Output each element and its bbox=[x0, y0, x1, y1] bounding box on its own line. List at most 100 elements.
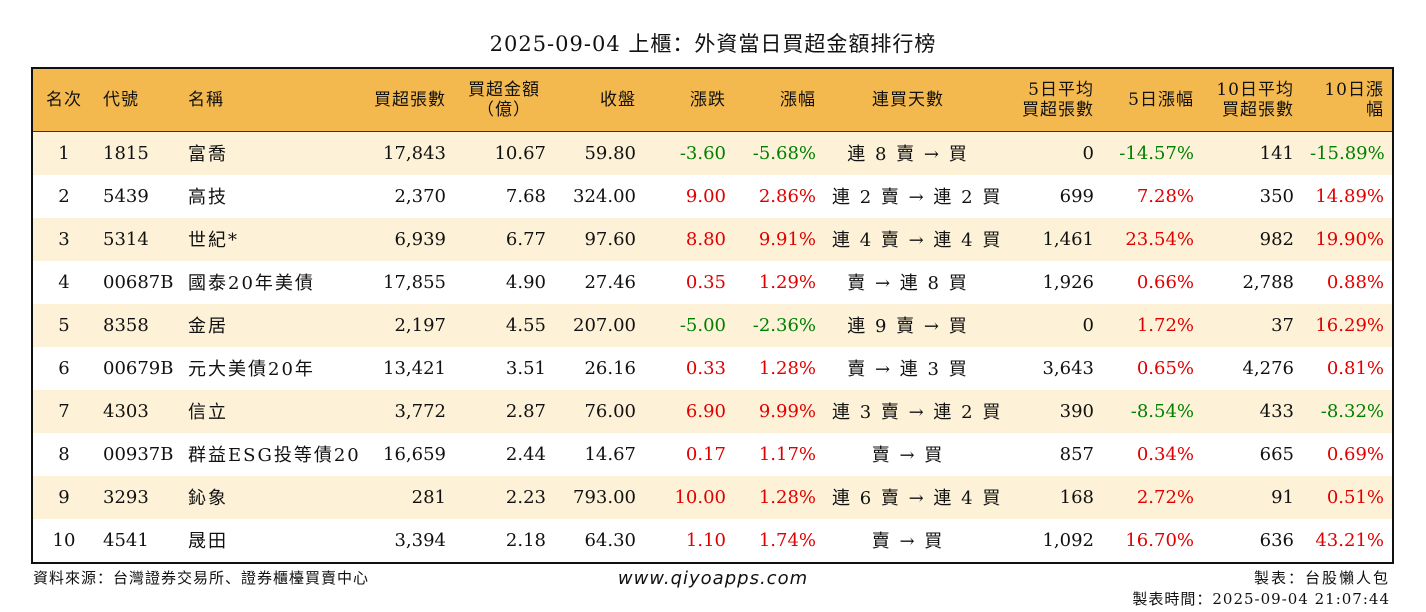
net-shares-cell: 17,843 bbox=[383, 142, 446, 164]
table-row: 7 4303 信立 3,772 2.87 76.00 6.90 9.99% 連 3 賣 → 連 … bbox=[33, 389, 1392, 433]
streak-cell: 連 4 賣 → 連 4 買 bbox=[832, 230, 1003, 251]
name-cell: 元大美債20年 bbox=[188, 359, 315, 380]
header-avg5: 5日平均 買超張數 bbox=[992, 69, 1102, 132]
rank-cell: 7 bbox=[58, 400, 70, 422]
avg5-cell: 0 bbox=[1082, 142, 1094, 164]
pct-cell: -2.36% bbox=[752, 314, 816, 336]
code-cell: 4541 bbox=[103, 529, 149, 551]
header-close: 收盤 bbox=[554, 69, 644, 132]
rank-cell: 6 bbox=[58, 357, 70, 379]
table-row: 5 8358 金居 2,197 4.55 207.00 -5.00 -2.36% 連 9 賣 →… bbox=[33, 303, 1392, 347]
change-cell: 10.00 bbox=[674, 486, 726, 508]
net-amount-cell: 2.18 bbox=[505, 529, 546, 551]
avg5-cell: 1,461 bbox=[1042, 228, 1094, 250]
pct10-cell: -8.32% bbox=[1320, 400, 1384, 422]
streak-cell: 賣 → 連 8 買 bbox=[847, 273, 969, 294]
rank-cell: 5 bbox=[58, 314, 70, 336]
name-cell: 高技 bbox=[188, 187, 228, 208]
net-shares-cell: 16,659 bbox=[383, 443, 446, 465]
code-cell: 5439 bbox=[103, 185, 149, 207]
net-amount-cell: 7.68 bbox=[505, 185, 546, 207]
website-link[interactable]: www.qiyoapps.com bbox=[617, 568, 809, 589]
pct-cell: 1.17% bbox=[758, 443, 816, 465]
avg5-cell: 1,092 bbox=[1042, 529, 1094, 551]
code-cell: 1815 bbox=[103, 142, 149, 164]
header-rank: 名次 bbox=[33, 69, 95, 132]
net-amount-cell: 4.55 bbox=[505, 314, 546, 336]
code-cell: 00687B bbox=[103, 271, 174, 293]
pct10-cell: 16.29% bbox=[1315, 314, 1384, 336]
page-title: 2025-09-04 上櫃：外資當日買超金額排行榜 bbox=[489, 32, 937, 56]
table-row: 2 5439 高技 2,370 7.68 324.00 9.00 2.86% 連 2 賣 → 連… bbox=[33, 174, 1392, 218]
header-streak: 連買天數 bbox=[824, 69, 992, 132]
streak-cell: 賣 → 連 3 買 bbox=[847, 359, 969, 380]
avg10-cell: 982 bbox=[1259, 228, 1294, 250]
net-amount-cell: 10.67 bbox=[494, 142, 546, 164]
table-row: 6 00679B 元大美債20年 13,421 3.51 26.16 0.33 1.28% 賣 … bbox=[33, 346, 1392, 390]
avg5-cell: 1,926 bbox=[1042, 271, 1094, 293]
header-pct: 漲幅 bbox=[734, 69, 824, 132]
change-cell: 0.35 bbox=[685, 271, 726, 293]
streak-cell: 連 9 賣 → 買 bbox=[847, 316, 969, 337]
pct5-cell: -14.57% bbox=[1119, 142, 1194, 164]
close-cell: 59.80 bbox=[584, 142, 636, 164]
ranking-table: 名次 代號 名稱 買超張數 買超金額 （億） 收盤 漲跌 漲幅 連買天數 5日平均… bbox=[31, 67, 1394, 564]
avg10-cell: 91 bbox=[1271, 486, 1294, 508]
table-row: 9 3293 鈊象 281 2.23 793.00 10.00 1.28% 連 6 賣 → 連 … bbox=[33, 475, 1392, 519]
pct-cell: 9.91% bbox=[758, 228, 816, 250]
change-cell: 0.33 bbox=[685, 357, 726, 379]
name-cell: 信立 bbox=[188, 402, 228, 423]
table-row: 1 1815 富喬 17,843 10.67 59.80 -3.60 -5.68% 連 8 賣 … bbox=[33, 131, 1392, 175]
header-pct10: 10日漲幅 bbox=[1302, 69, 1392, 132]
streak-cell: 連 3 賣 → 連 2 買 bbox=[832, 402, 1003, 423]
header-avg10: 10日平均 買超張數 bbox=[1202, 69, 1302, 132]
net-shares-cell: 281 bbox=[411, 486, 446, 508]
change-cell: -3.60 bbox=[679, 142, 726, 164]
pct5-cell: 1.72% bbox=[1136, 314, 1194, 336]
streak-cell: 賣 → 買 bbox=[871, 531, 945, 552]
avg5-cell: 0 bbox=[1082, 314, 1094, 336]
header-name: 名稱 bbox=[180, 69, 354, 132]
pct5-cell: -8.54% bbox=[1130, 400, 1194, 422]
pct10-cell: 0.81% bbox=[1326, 357, 1384, 379]
net-amount-cell: 3.51 bbox=[505, 357, 546, 379]
pct10-cell: 43.21% bbox=[1315, 529, 1384, 551]
net-amount-cell: 2.23 bbox=[505, 486, 546, 508]
rank-cell: 9 bbox=[58, 486, 70, 508]
pct10-cell: 0.88% bbox=[1326, 271, 1384, 293]
pct5-cell: 7.28% bbox=[1136, 185, 1194, 207]
pct5-cell: 0.66% bbox=[1136, 271, 1194, 293]
pct10-cell: 0.69% bbox=[1326, 443, 1384, 465]
pct-cell: 1.74% bbox=[758, 529, 816, 551]
table-row: 10 4541 晟田 3,394 2.18 64.30 1.10 1.74% 賣 → 買 1,09… bbox=[33, 518, 1392, 562]
net-shares-cell: 13,421 bbox=[383, 357, 446, 379]
rank-cell: 4 bbox=[58, 271, 70, 293]
change-cell: -5.00 bbox=[679, 314, 726, 336]
close-cell: 26.16 bbox=[584, 357, 636, 379]
data-source: 資料來源：台灣證券交易所、證券櫃檯買賣中心 bbox=[33, 569, 370, 587]
rank-cell: 1 bbox=[58, 142, 70, 164]
net-amount-cell: 4.90 bbox=[505, 271, 546, 293]
name-cell: 鈊象 bbox=[188, 488, 228, 509]
avg10-cell: 141 bbox=[1259, 142, 1294, 164]
avg5-cell: 699 bbox=[1059, 185, 1094, 207]
code-cell: 00679B bbox=[103, 357, 174, 379]
code-cell: 3293 bbox=[103, 486, 149, 508]
net-shares-cell: 17,855 bbox=[383, 271, 446, 293]
table-row: 4 00687B 國泰20年美債 17,855 4.90 27.46 0.35 1.29% 賣 … bbox=[33, 260, 1392, 304]
close-cell: 14.67 bbox=[584, 443, 636, 465]
avg10-cell: 665 bbox=[1259, 443, 1294, 465]
net-shares-cell: 3,394 bbox=[394, 529, 446, 551]
avg10-cell: 4,276 bbox=[1242, 357, 1294, 379]
avg10-cell: 433 bbox=[1259, 400, 1294, 422]
header-row: 名次 代號 名稱 買超張數 買超金額 （億） 收盤 漲跌 漲幅 連買天數 5日平均… bbox=[33, 69, 1392, 132]
close-cell: 76.00 bbox=[584, 400, 636, 422]
change-cell: 0.17 bbox=[685, 443, 726, 465]
avg10-cell: 636 bbox=[1259, 529, 1294, 551]
close-cell: 207.00 bbox=[573, 314, 636, 336]
close-cell: 793.00 bbox=[573, 486, 636, 508]
name-cell: 金居 bbox=[188, 316, 228, 337]
header-net-amount: 買超金額 （億） bbox=[454, 69, 554, 132]
header-change: 漲跌 bbox=[644, 69, 734, 132]
maker-credit: 製表：台股懶人包 bbox=[1253, 569, 1390, 587]
